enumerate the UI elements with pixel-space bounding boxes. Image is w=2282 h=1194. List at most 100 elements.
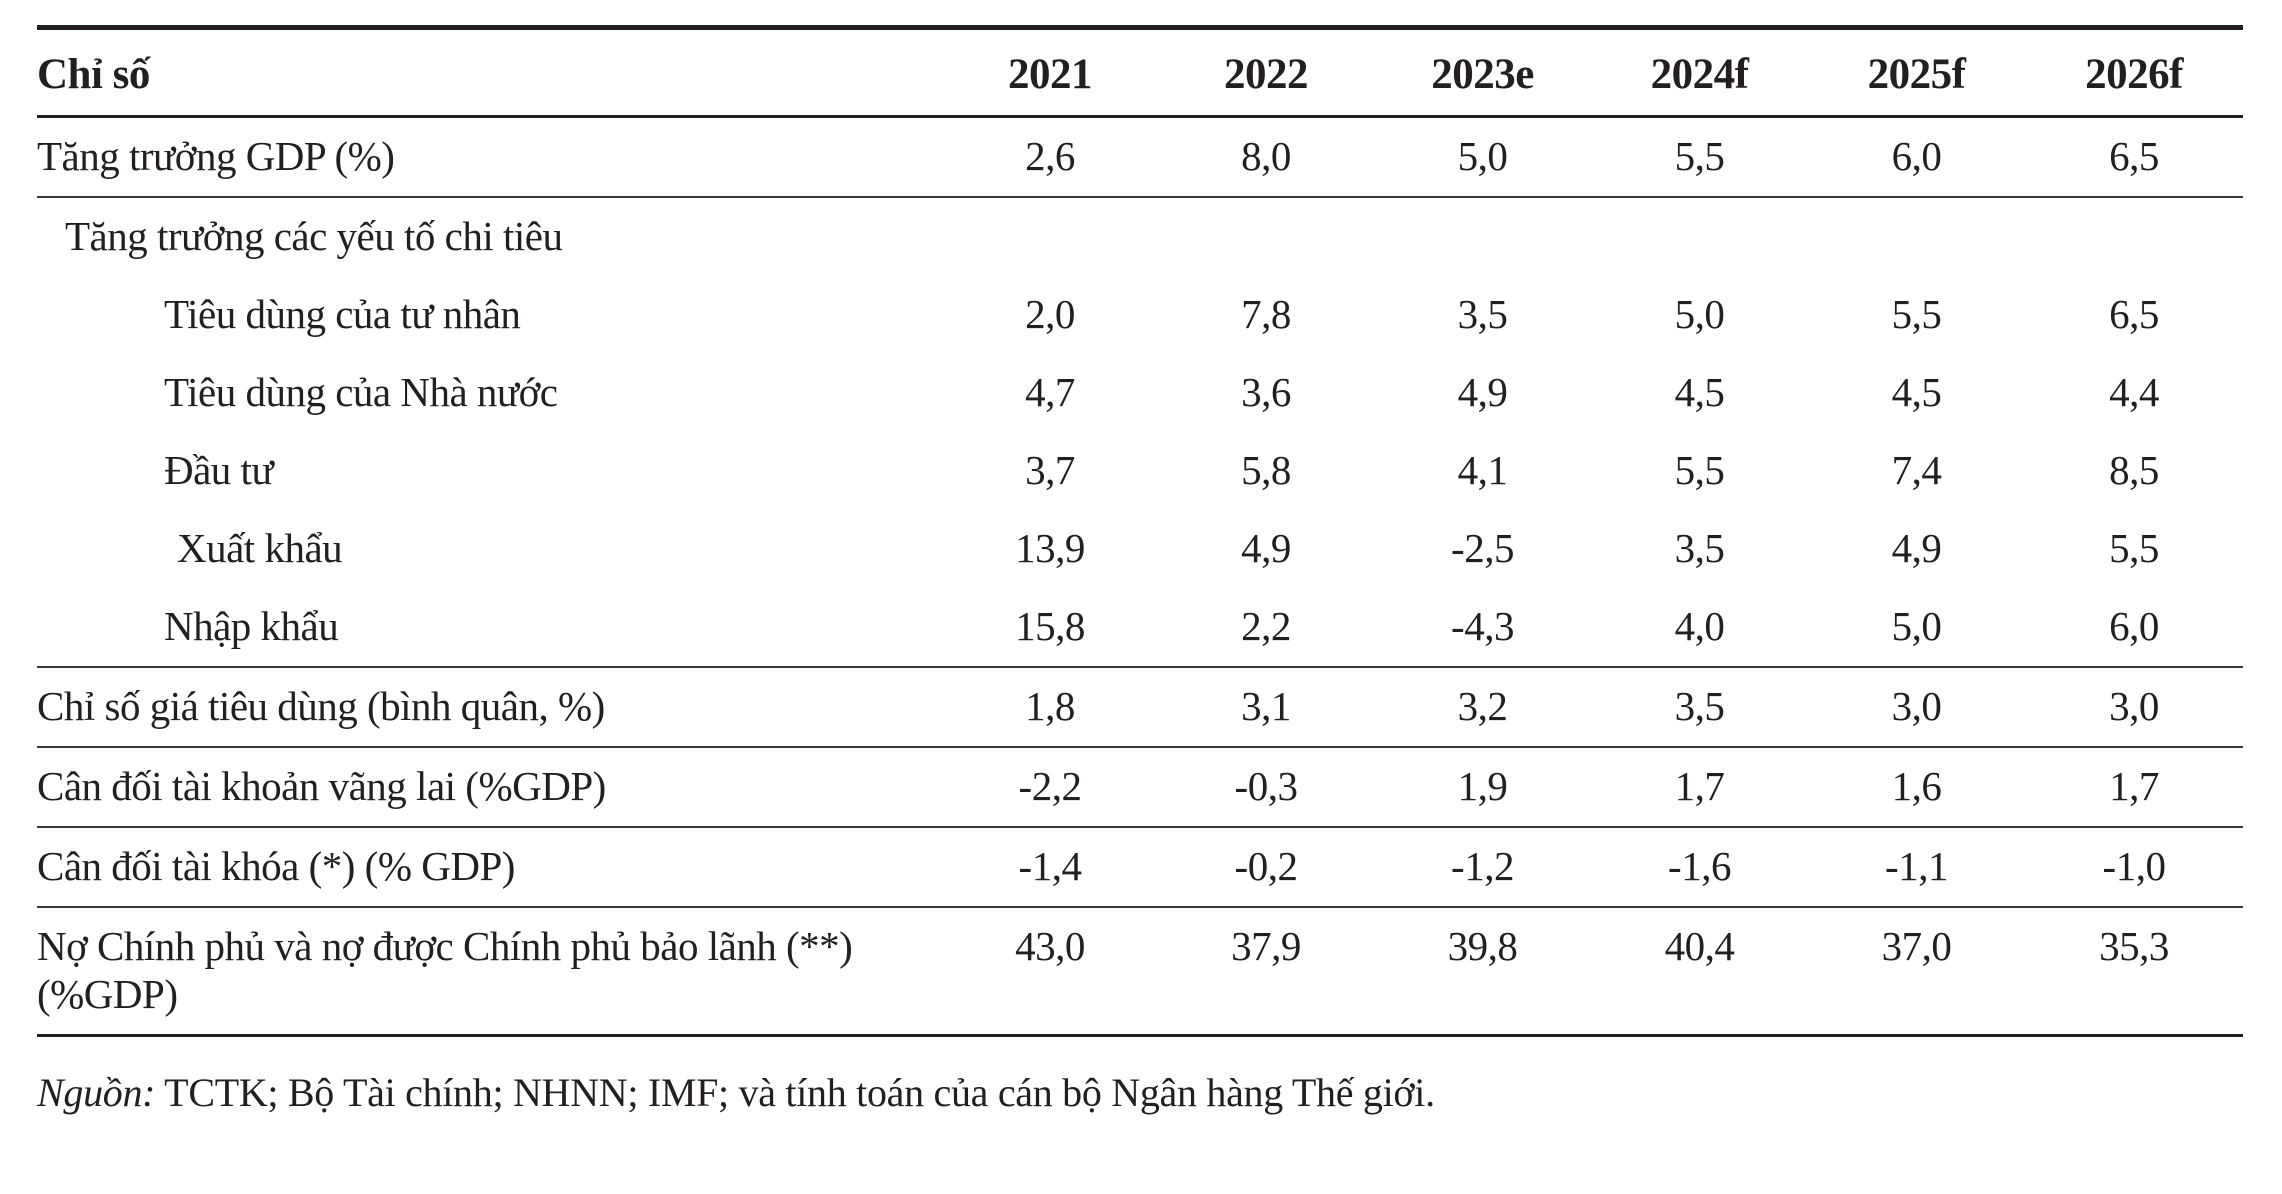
value-cell: -4,3 — [1451, 603, 1514, 650]
table-row: Cân đối tài khoản vãng lai (%GDP) -2,2 -0,… — [37, 747, 2243, 828]
value-cell: 40,4 — [1664, 923, 1735, 970]
row-label: Nợ Chính phủ và nợ được Chính phủ bảo lã… — [37, 923, 853, 1018]
value-cell: 1,7 — [1674, 763, 1725, 810]
value-cell: 3,5 — [1457, 291, 1508, 338]
value-cell: 37,0 — [1881, 923, 1952, 970]
value-cell: 1,9 — [1457, 763, 1508, 810]
row-label: Tăng trưởng các yếu tố chi tiêu — [65, 213, 563, 260]
value-cell: 8,0 — [1241, 133, 1291, 180]
value-cell: 4,4 — [2109, 369, 2159, 416]
value-cell: 3,0 — [1891, 683, 1942, 730]
value-cell: 2,2 — [1241, 603, 1291, 650]
value-cell: 6,5 — [2109, 291, 2159, 338]
row-label: Xuất khẩu — [177, 525, 343, 572]
value-cell: 15,8 — [1015, 603, 1085, 650]
table-row: Tăng trưởng các yếu tố chi tiêu — [37, 197, 2243, 276]
value-cell: 3,7 — [1025, 447, 1075, 494]
value-cell: 4,0 — [1674, 603, 1725, 650]
table-row: Xuất khẩu 13,9 4,9 -2,5 3,5 4,9 5,5 — [37, 510, 2243, 588]
value-cell: 4,9 — [1457, 369, 1508, 416]
value-cell — [942, 197, 1158, 276]
row-label: Chỉ số giá tiêu dùng (bình quân, %) — [37, 683, 605, 730]
value-cell: 1,7 — [2109, 763, 2159, 810]
value-cell: 4,5 — [1891, 369, 1942, 416]
column-header-year: 2021 — [1008, 51, 1093, 98]
value-cell — [1808, 197, 2025, 276]
value-cell — [1374, 197, 1591, 276]
value-cell: -0,2 — [1234, 843, 1298, 890]
row-label: Cân đối tài khoản vãng lai (%GDP) — [37, 763, 606, 810]
table-header: Chỉ số 2021 2022 2023e 2024f 2025f 2026f — [37, 28, 2243, 117]
value-cell: 3,5 — [1674, 683, 1725, 730]
value-cell: 5,5 — [1674, 133, 1725, 180]
row-label: Tiêu dùng của Nhà nước — [164, 369, 558, 416]
value-cell: 5,8 — [1241, 447, 1291, 494]
source-note: Nguồn: TCTK; Bộ Tài chính; NHNN; IMF; và… — [37, 1069, 2245, 1116]
table-row: Nợ Chính phủ và nợ được Chính phủ bảo lã… — [37, 907, 2243, 1035]
source-label: Nguồn: — [37, 1070, 156, 1116]
source-text: TCTK; Bộ Tài chính; NHNN; IMF; và tính t… — [155, 1070, 1435, 1116]
value-cell: -1,4 — [1018, 843, 1082, 890]
value-cell: 1,8 — [1025, 683, 1075, 730]
value-cell: 2,0 — [1025, 291, 1075, 338]
table-row: Đầu tư 3,7 5,8 4,1 5,5 7,4 8,5 — [37, 432, 2243, 510]
value-cell — [1591, 197, 1808, 276]
column-header-year: 2026f — [2085, 51, 2183, 98]
value-cell: 5,5 — [1891, 291, 1942, 338]
value-cell: 3,5 — [1674, 525, 1725, 572]
row-label: Tiêu dùng của tư nhân — [164, 291, 521, 338]
value-cell: 6,0 — [1891, 133, 1942, 180]
table-body: Tăng trưởng GDP (%) 2,6 8,0 5,0 5,5 6,0 6,5 Tăn… — [37, 117, 2243, 1036]
value-cell: 39,8 — [1447, 923, 1518, 970]
value-cell: 3,0 — [2109, 683, 2159, 730]
row-label: Đầu tư — [164, 447, 274, 494]
value-cell: 5,5 — [1674, 447, 1725, 494]
value-cell: 3,1 — [1241, 683, 1291, 730]
value-cell: 7,4 — [1891, 447, 1942, 494]
value-cell: -2,5 — [1451, 525, 1514, 572]
table-row: Tiêu dùng của Nhà nước 4,7 3,6 4,9 4,5 4,5 4,4 — [37, 354, 2243, 432]
column-header-year: 2025f — [1867, 51, 1966, 98]
value-cell: 7,8 — [1241, 291, 1291, 338]
value-cell: 35,3 — [2099, 923, 2169, 970]
column-header-year: 2024f — [1650, 51, 1749, 98]
value-cell: 4,9 — [1241, 525, 1291, 572]
value-cell: 5,0 — [1891, 603, 1942, 650]
value-cell: 4,9 — [1891, 525, 1942, 572]
table-row: Nhập khẩu 15,8 2,2 -4,3 4,0 5,0 6,0 — [37, 588, 2243, 668]
value-cell: 13,9 — [1015, 525, 1085, 572]
value-cell: -1,1 — [1885, 843, 1948, 890]
table-header-row: Chỉ số 2021 2022 2023e 2024f 2025f 2026f — [37, 28, 2243, 117]
value-cell: -1,2 — [1451, 843, 1514, 890]
value-cell — [1158, 197, 1374, 276]
column-header-year: 2022 — [1224, 51, 1309, 98]
table-row: Chỉ số giá tiêu dùng (bình quân, %) 1,8 3,… — [37, 667, 2243, 748]
value-cell: 6,0 — [2109, 603, 2159, 650]
row-label: Nhập khẩu — [164, 603, 339, 650]
value-cell: 4,1 — [1457, 447, 1508, 494]
value-cell: -0,3 — [1234, 763, 1298, 810]
row-label: Cân đối tài khóa (*) (% GDP) — [37, 843, 515, 890]
value-cell: 6,5 — [2109, 133, 2159, 180]
value-cell: 3,2 — [1457, 683, 1508, 730]
value-cell: -1,6 — [1668, 843, 1731, 890]
value-cell: 37,9 — [1231, 923, 1301, 970]
column-header-year: 2023e — [1431, 51, 1534, 98]
table-row: Cân đối tài khóa (*) (% GDP) -1,4 -0,2 -1,2… — [37, 827, 2243, 908]
value-cell: 3,6 — [1241, 369, 1291, 416]
value-cell: -1,0 — [2102, 843, 2166, 890]
value-cell: 5,5 — [2109, 525, 2159, 572]
value-cell: 43,0 — [1015, 923, 1085, 970]
macro-indicators-table: Chỉ số 2021 2022 2023e 2024f 2025f 2026f Tăng … — [37, 25, 2243, 1038]
column-header-indicator: Chỉ số — [37, 51, 150, 98]
value-cell: 5,0 — [1457, 133, 1508, 180]
value-cell: 5,0 — [1674, 291, 1725, 338]
value-cell — [2025, 197, 2243, 276]
value-cell: 1,6 — [1891, 763, 1942, 810]
value-cell: 2,6 — [1025, 133, 1075, 180]
row-label: Tăng trưởng GDP (%) — [37, 133, 395, 180]
table-row: Tăng trưởng GDP (%) 2,6 8,0 5,0 5,5 6,0 6,5 — [37, 117, 2243, 198]
value-cell: 8,5 — [2109, 447, 2159, 494]
value-cell: 4,7 — [1025, 369, 1075, 416]
